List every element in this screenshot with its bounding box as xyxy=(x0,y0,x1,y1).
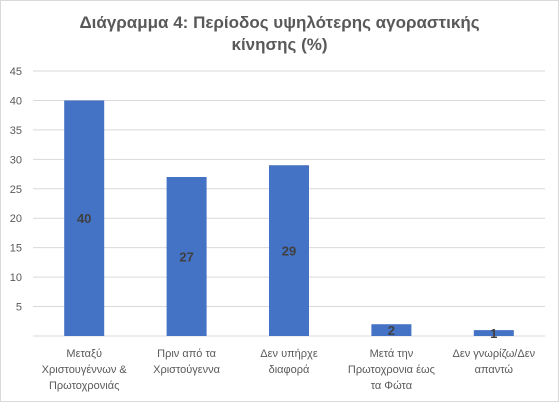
chart-title-line-1: Διάγραμμα 4: Περίοδος υψηλότερης αγοραστ… xyxy=(79,13,480,32)
x-axis-label: Χριστούγεννα xyxy=(153,364,221,376)
bar xyxy=(371,324,412,336)
data-label: 29 xyxy=(282,244,296,259)
y-tick-label: 35 xyxy=(10,125,22,137)
x-axis-label: Χριστουγέννων & xyxy=(42,364,128,376)
bar xyxy=(64,100,105,336)
x-axis-label: διαφορά xyxy=(269,364,310,376)
bar xyxy=(166,177,207,336)
bars xyxy=(64,100,514,336)
y-tick-label: 30 xyxy=(10,154,22,166)
x-axis-label: Πρωτοχρονιάς xyxy=(49,380,119,392)
y-tick-label: 5 xyxy=(16,302,22,314)
y-tick-label: 25 xyxy=(10,184,22,196)
x-axis-label: απαντώ xyxy=(475,364,514,376)
x-axis-labels: Μεταξύ Χριστουγέννων & Πρωτοχρονιάς Πριν απ… xyxy=(42,348,536,392)
y-axis-ticks: 5 10 15 20 25 30 35 40 45 xyxy=(10,66,22,314)
x-axis-label: Μεταξύ xyxy=(66,348,102,360)
y-tick-label: 40 xyxy=(10,95,22,107)
y-tick-label: 20 xyxy=(10,213,22,225)
chart-title-line-2: κίνησης (%) xyxy=(231,35,328,54)
bar xyxy=(473,330,514,336)
y-tick-label: 10 xyxy=(10,272,22,284)
y-tick-label: 45 xyxy=(10,66,22,78)
chart-title: Διάγραμμα 4: Περίοδος υψηλότερης αγοραστ… xyxy=(0,12,559,56)
y-tick-label: 15 xyxy=(10,243,22,255)
x-axis-label: Δεν υπήρχε xyxy=(260,348,318,360)
x-axis-label: τα Φώτα xyxy=(371,380,413,392)
data-label: 40 xyxy=(77,211,91,226)
x-axis-label: Δεν γνωρίζω/Δεν xyxy=(452,348,535,360)
data-label: 1 xyxy=(490,326,497,341)
data-label: 27 xyxy=(179,250,193,265)
x-axis-label: Μετά την xyxy=(370,348,414,360)
x-axis-label: Πρωτοχρονια έως xyxy=(348,364,435,376)
data-label: 2 xyxy=(388,323,395,338)
data-labels: 40 27 29 2 1 xyxy=(77,211,497,341)
x-axis-label: Πριν από τα xyxy=(157,348,217,360)
bar xyxy=(269,165,309,336)
